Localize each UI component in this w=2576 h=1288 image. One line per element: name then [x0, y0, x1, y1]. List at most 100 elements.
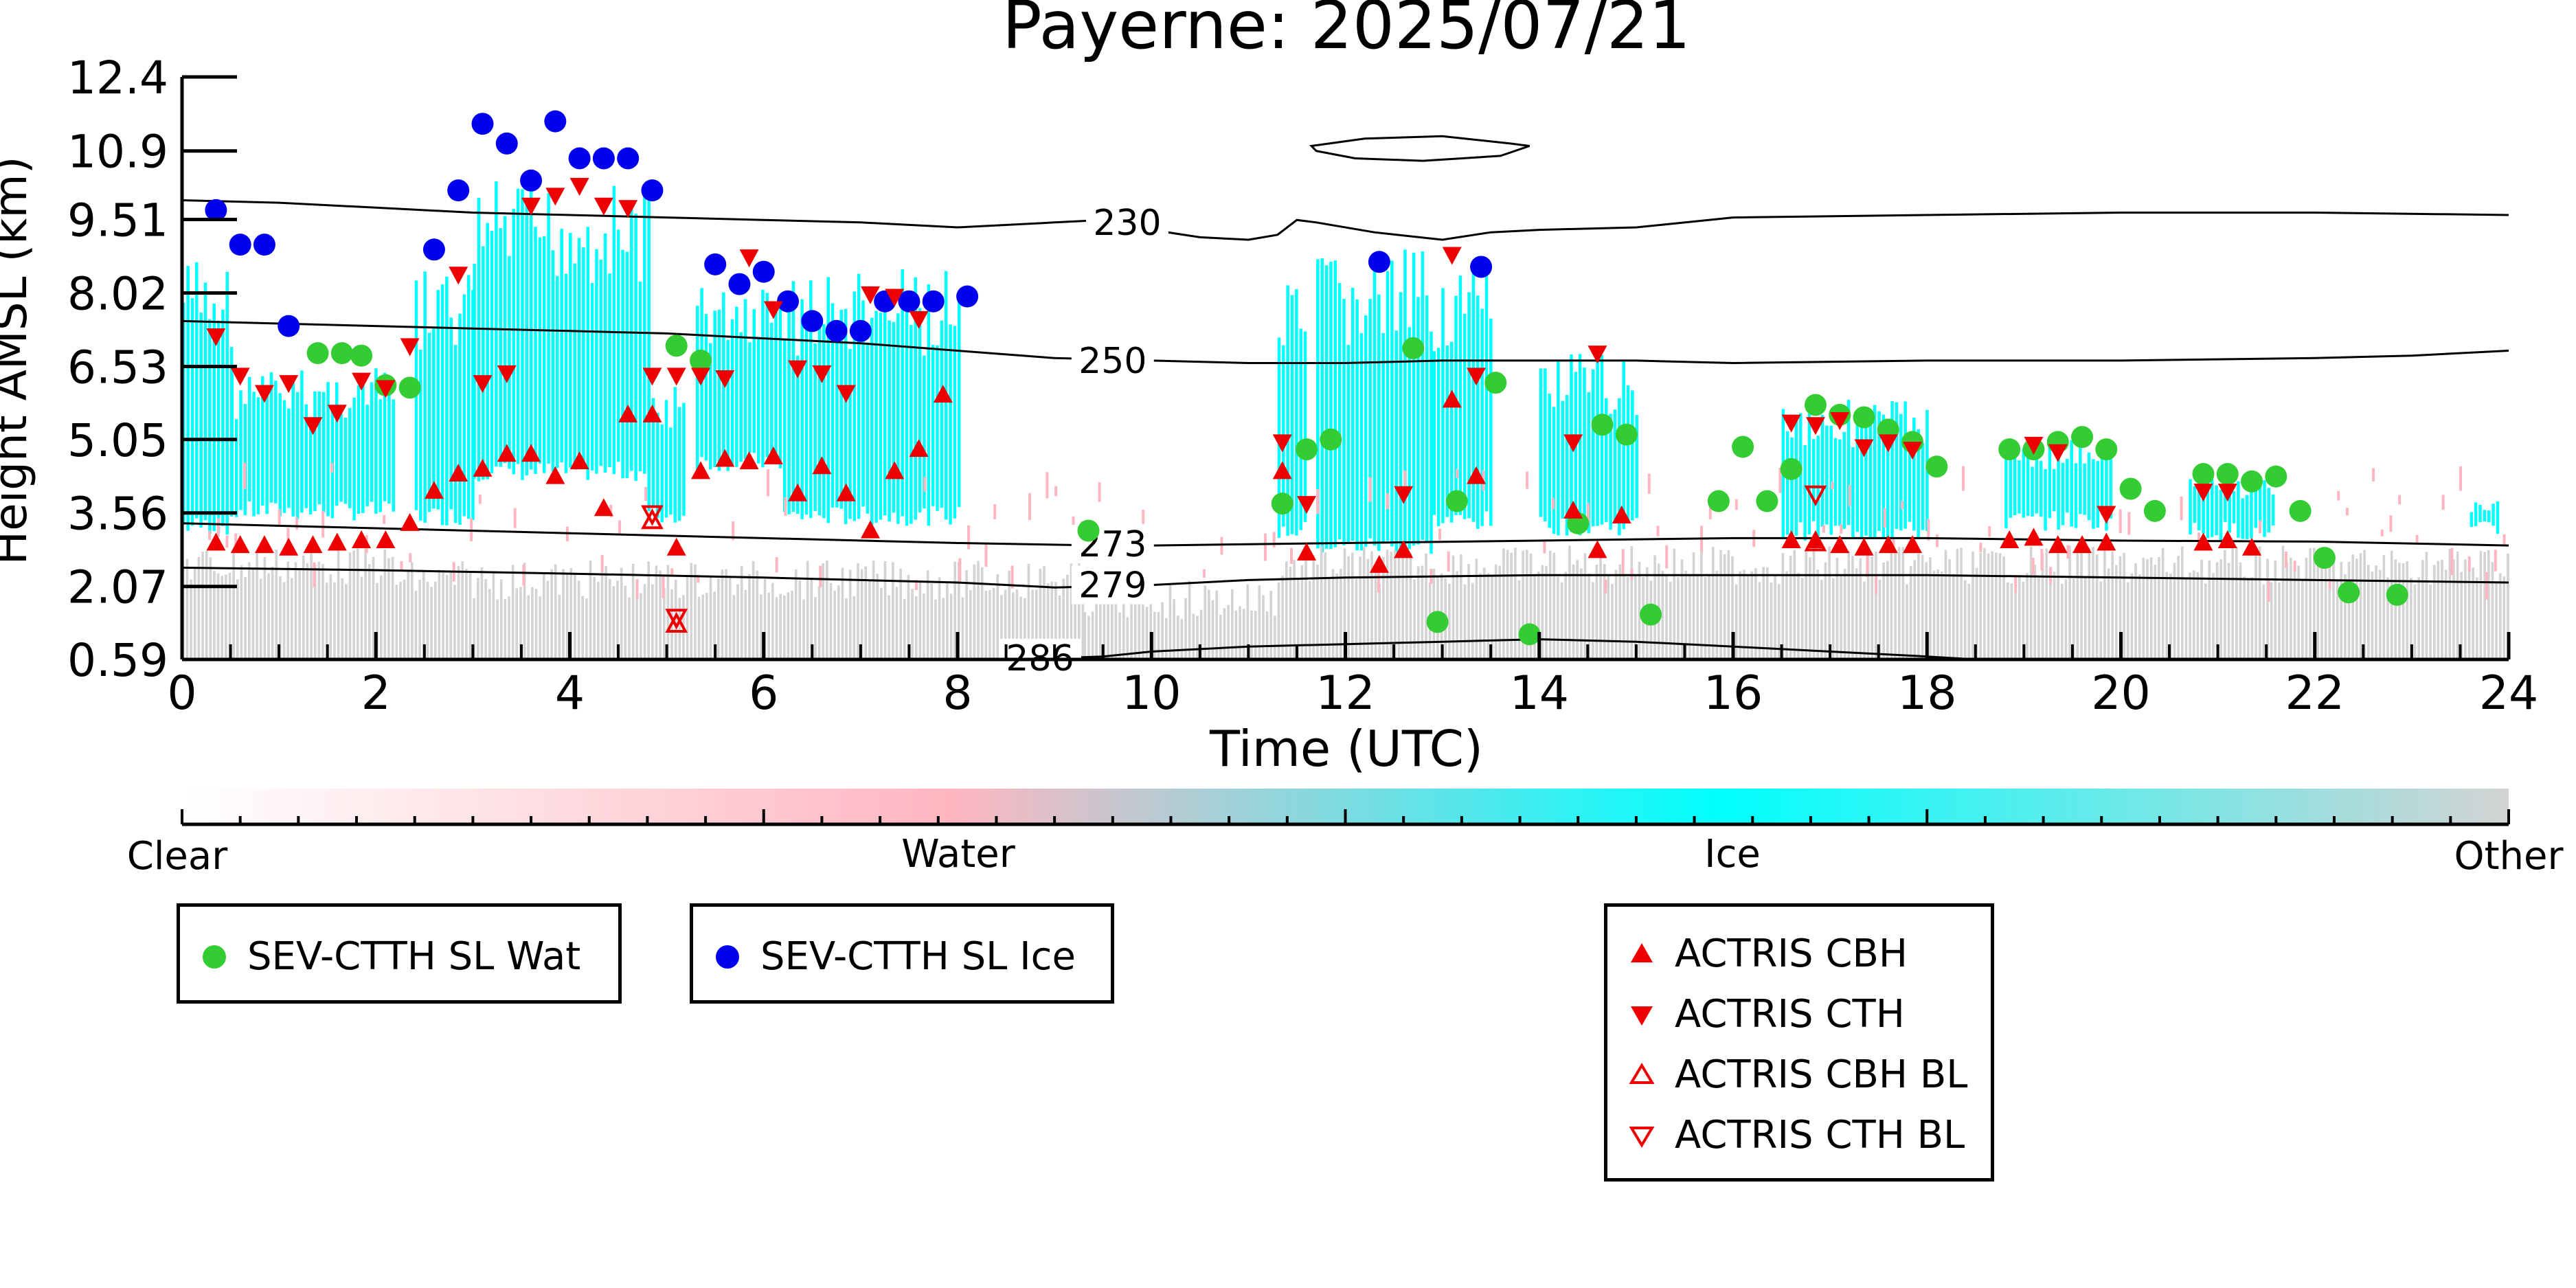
other-column: [2200, 559, 2203, 659]
contour-line: [1309, 135, 1530, 162]
ice-column: [682, 403, 686, 516]
data-point-circle: [956, 285, 979, 308]
ice-column: [503, 216, 507, 464]
other-column: [2173, 563, 2176, 659]
water-column: [2389, 515, 2393, 532]
ice-column: [1359, 333, 1364, 551]
other-column: [1731, 556, 1734, 659]
data-point-circle: [1426, 611, 1449, 633]
ice-column: [2070, 440, 2073, 527]
data-point-triangle-up: [1394, 540, 1414, 558]
x-tick-label: 18: [1897, 666, 1957, 721]
ice-column: [848, 349, 852, 519]
data-point-triangle-up: [376, 530, 396, 548]
water-column: [958, 558, 962, 582]
other-column: [1595, 564, 1598, 659]
ice-column: [370, 382, 374, 502]
x-tick-label: 16: [1704, 666, 1763, 721]
ice-column: [1364, 315, 1368, 547]
other-column: [1103, 586, 1106, 659]
other-column: [930, 583, 934, 659]
other-column: [791, 590, 793, 659]
ice-column: [449, 317, 453, 510]
colorbar-label-ice: Ice: [1704, 832, 1761, 877]
other-column: [2250, 577, 2254, 659]
ice-column: [1329, 261, 1333, 550]
other-column: [190, 579, 192, 659]
ice-column: [361, 379, 365, 513]
other-column: [1215, 590, 1218, 659]
ice-column: [387, 392, 391, 504]
water-column: [1604, 580, 1607, 594]
water-column: [1054, 486, 1058, 497]
other-column: [1758, 582, 1761, 659]
water-column: [1735, 499, 1738, 510]
ice-column: [1381, 332, 1385, 542]
ice-column: [2241, 498, 2244, 539]
ice-column: [1355, 299, 1359, 551]
other-column: [1541, 565, 1544, 659]
ice-column: [2496, 501, 2500, 534]
other-column: [1897, 547, 1901, 659]
other-column: [2421, 560, 2424, 659]
data-point-triangle-up: [2024, 528, 2044, 546]
water-column: [2459, 466, 2463, 491]
data-point-triangle-up: [909, 439, 929, 457]
data-point-triangle-down: [812, 365, 832, 383]
data-point-triangle-up: [715, 449, 735, 467]
other-column: [232, 550, 235, 659]
ice-column: [247, 376, 251, 501]
ice-column: [888, 320, 891, 522]
ice-column: [791, 281, 795, 512]
data-point-triangle-down: [1442, 247, 1462, 265]
other-column: [256, 552, 258, 659]
ice-column: [1441, 288, 1445, 523]
data-point-triangle-up: [1563, 500, 1583, 519]
other-column: [1015, 589, 1019, 659]
ice-column: [1895, 402, 1899, 530]
other-column: [302, 555, 305, 659]
ice-column: [436, 290, 440, 510]
ice-column: [752, 309, 756, 453]
ice-column: [813, 343, 817, 512]
other-column: [515, 588, 519, 659]
other-column: [1095, 583, 1098, 659]
other-column: [197, 556, 201, 659]
other-column: [779, 594, 782, 659]
other-column: [1677, 577, 1680, 659]
data-point-triangle-down: [473, 375, 493, 394]
other-column: [1882, 562, 1885, 659]
other-column: [523, 563, 526, 659]
other-column: [574, 573, 576, 659]
water-column: [1368, 477, 1372, 502]
ice-column: [317, 391, 321, 505]
y-tick-label: 12.4: [67, 52, 168, 104]
other-column: [697, 596, 701, 659]
other-column: [888, 595, 890, 659]
ice-column: [2026, 455, 2030, 516]
other-column: [465, 568, 468, 659]
ice-column: [1390, 260, 1394, 547]
other-column: [883, 561, 887, 659]
other-column: [2149, 557, 2153, 659]
data-point-triangle-down: [788, 360, 808, 379]
water-column: [2031, 557, 2035, 575]
water-column: [1142, 510, 1145, 524]
other-column: [2316, 560, 2320, 659]
other-column: [1917, 554, 1920, 659]
water-column: [383, 515, 386, 524]
data-point-circle: [2192, 463, 2215, 486]
other-column: [701, 594, 705, 659]
other-column: [608, 579, 611, 659]
ice-column: [321, 392, 326, 512]
other-column: [2487, 550, 2490, 659]
other-column: [2502, 576, 2506, 659]
water-column: [313, 562, 316, 588]
ice-column: [901, 269, 904, 517]
contour-label-bg: [1071, 341, 1154, 380]
other-column: [1863, 581, 1866, 659]
other-column: [445, 575, 449, 659]
x-tick-label: 6: [749, 666, 778, 721]
contour-line: [181, 566, 2509, 589]
ice-column: [835, 337, 839, 508]
